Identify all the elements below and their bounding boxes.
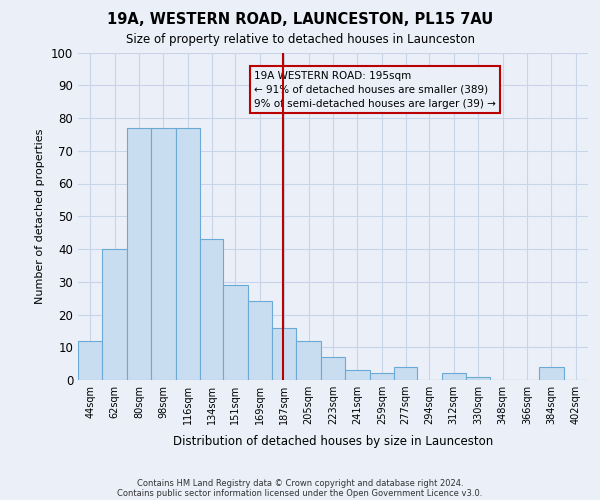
Bar [345, 370, 370, 380]
Bar [103, 249, 127, 380]
Text: Size of property relative to detached houses in Launceston: Size of property relative to detached ho… [125, 32, 475, 46]
Text: 19A WESTERN ROAD: 195sqm
← 91% of detached houses are smaller (389)
9% of semi-d: 19A WESTERN ROAD: 195sqm ← 91% of detach… [254, 70, 496, 108]
Bar [127, 128, 151, 380]
Bar [296, 340, 321, 380]
Text: Contains HM Land Registry data © Crown copyright and database right 2024.: Contains HM Land Registry data © Crown c… [137, 479, 463, 488]
Bar [223, 285, 248, 380]
Bar [321, 357, 345, 380]
Bar [151, 128, 176, 380]
Bar [466, 376, 490, 380]
Bar [248, 302, 272, 380]
Text: 19A, WESTERN ROAD, LAUNCESTON, PL15 7AU: 19A, WESTERN ROAD, LAUNCESTON, PL15 7AU [107, 12, 493, 28]
Bar [176, 128, 200, 380]
Bar [272, 328, 296, 380]
X-axis label: Distribution of detached houses by size in Launceston: Distribution of detached houses by size … [173, 436, 493, 448]
Bar [370, 374, 394, 380]
Bar [200, 239, 223, 380]
Text: Contains public sector information licensed under the Open Government Licence v3: Contains public sector information licen… [118, 489, 482, 498]
Bar [539, 367, 563, 380]
Bar [394, 367, 417, 380]
Y-axis label: Number of detached properties: Number of detached properties [35, 128, 46, 304]
Bar [78, 340, 103, 380]
Bar [442, 374, 466, 380]
